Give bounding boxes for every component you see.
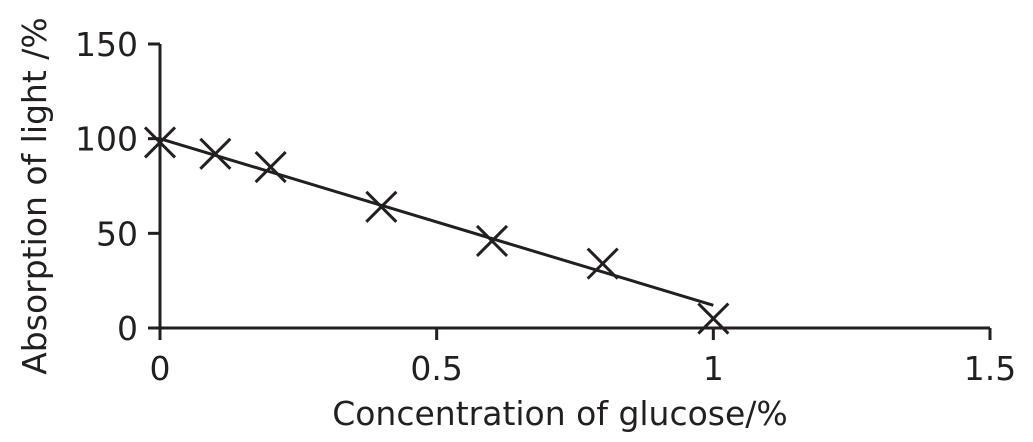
trend-line bbox=[159, 137, 714, 307]
y-tick-label: 150 bbox=[75, 25, 138, 64]
data-point-marker bbox=[199, 137, 232, 170]
y-ticks: 0 50 100 150 bbox=[75, 25, 160, 348]
x-tick-label: 1.5 bbox=[964, 349, 1016, 388]
plot-area bbox=[143, 126, 730, 335]
x-tick-label: 0.5 bbox=[410, 349, 462, 388]
y-axis-title: Absorption of light /% bbox=[15, 17, 54, 375]
y-tick-label: 0 bbox=[117, 309, 138, 348]
data-point-marker bbox=[586, 247, 619, 280]
x-tick-label: 1 bbox=[703, 349, 724, 388]
data-point-marker bbox=[143, 126, 177, 159]
x-axis-title: Concentration of glucose/% bbox=[332, 394, 788, 433]
data-point-marker bbox=[697, 302, 730, 335]
data-point-marker bbox=[254, 151, 287, 184]
data-point-marker bbox=[365, 190, 398, 223]
axes: 0 50 100 150 0 0.5 1 1.5 bbox=[75, 25, 1016, 388]
data-point-marker bbox=[475, 224, 509, 257]
y-tick-label: 50 bbox=[96, 214, 138, 253]
y-tick-label: 100 bbox=[75, 120, 138, 159]
x-tick-label: 0 bbox=[150, 349, 171, 388]
data-markers bbox=[143, 126, 730, 335]
x-ticks: 0 0.5 1 1.5 bbox=[150, 328, 1016, 388]
